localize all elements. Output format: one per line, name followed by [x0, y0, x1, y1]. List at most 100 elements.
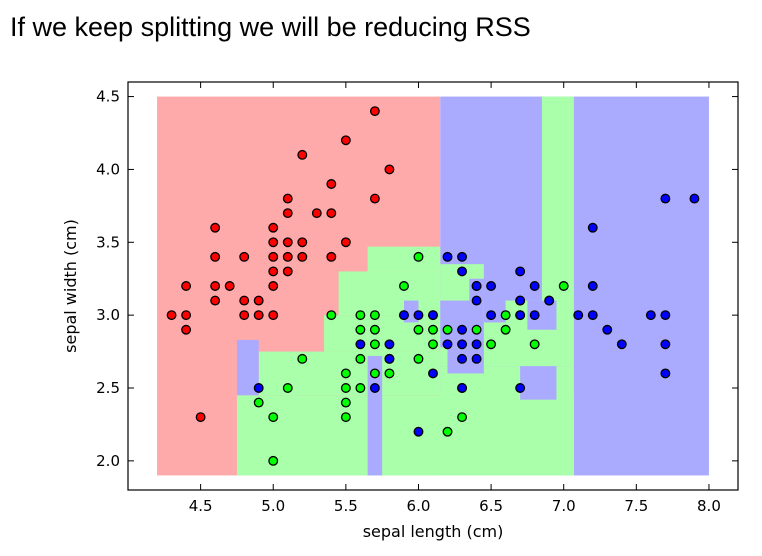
point-blue-1: [355, 339, 366, 350]
point-blue-6: [413, 426, 424, 437]
x-tick-label-2: 5.5: [334, 497, 358, 515]
point-red-22: [282, 251, 293, 262]
point-green-11: [355, 353, 366, 364]
point-blue-25: [515, 310, 526, 321]
region-green-5: [338, 271, 441, 316]
point-green-34: [486, 339, 497, 350]
point-green-36: [500, 310, 511, 321]
x-tick-label-5: 7.0: [552, 497, 576, 515]
point-red-17: [268, 266, 279, 277]
x-tick-label-3: 6.0: [407, 497, 431, 515]
point-blue-11: [442, 251, 453, 262]
point-blue-8: [428, 368, 438, 379]
point-red-26: [297, 251, 308, 262]
y-tick-label-3: 3.5: [96, 233, 120, 251]
y-tick-label-4: 4.0: [96, 160, 120, 178]
point-green-13: [355, 310, 366, 321]
point-red-4: [195, 412, 206, 423]
point-green-2: [268, 412, 279, 423]
point-green-23: [413, 324, 424, 335]
point-blue-9: [428, 310, 438, 321]
point-green-8: [340, 383, 351, 393]
point-blue-12: [457, 383, 467, 393]
point-blue-34: [587, 222, 598, 233]
point-green-35: [500, 324, 511, 335]
y-tick-label-0: 2.0: [96, 452, 120, 470]
point-green-12: [355, 324, 366, 335]
point-green-21: [399, 281, 409, 291]
point-green-5: [326, 310, 337, 321]
point-blue-40: [660, 310, 671, 321]
y-axis-label: sepal width (cm): [61, 219, 80, 353]
point-blue-39: [660, 339, 671, 350]
point-blue-26: [515, 295, 526, 306]
point-red-13: [253, 310, 264, 321]
point-blue-22: [486, 310, 497, 321]
x-axis-ticks: 4.5 5.0 5.5 6.0 6.5 7.0 7.5 8.0: [189, 82, 721, 515]
point-blue-27: [515, 266, 526, 277]
point-green-9: [340, 368, 351, 379]
point-blue-36: [616, 339, 627, 350]
point-green-16: [369, 324, 380, 335]
point-green-14: [369, 368, 380, 379]
point-blue-24: [515, 383, 526, 393]
point-blue-38: [660, 368, 671, 379]
point-red-2: [181, 310, 192, 321]
decision-regions: [157, 96, 709, 476]
point-red-37: [384, 164, 395, 175]
point-blue-21: [471, 281, 482, 291]
point-blue-13: [457, 353, 467, 364]
point-red-24: [282, 208, 293, 219]
point-green-17: [369, 310, 380, 321]
point-green-30: [457, 412, 467, 423]
point-red-1: [181, 324, 192, 335]
point-blue-18: [471, 353, 482, 364]
point-blue-31: [573, 310, 584, 321]
point-blue-20: [471, 295, 482, 306]
point-blue-19: [471, 339, 482, 350]
point-red-34: [340, 135, 351, 146]
y-tick-label-1: 2.5: [96, 379, 120, 397]
point-blue-10: [442, 339, 453, 350]
point-red-36: [369, 106, 380, 117]
point-green-25: [428, 339, 438, 350]
point-green-26: [428, 324, 438, 335]
point-red-32: [326, 179, 337, 189]
point-blue-23: [486, 281, 497, 291]
point-blue-0: [253, 383, 264, 393]
x-tick-label-6: 7.5: [624, 497, 648, 515]
point-green-41: [558, 281, 569, 291]
point-blue-32: [587, 310, 598, 321]
point-blue-14: [457, 339, 467, 350]
region-blue-19: [520, 366, 557, 400]
point-green-4: [297, 353, 308, 364]
point-blue-42: [689, 193, 700, 204]
point-red-28: [297, 149, 308, 160]
point-green-6: [340, 412, 351, 423]
point-red-15: [268, 310, 279, 321]
point-green-7: [340, 397, 351, 408]
point-red-10: [239, 310, 250, 321]
point-red-35: [369, 193, 380, 204]
point-blue-30: [544, 295, 555, 306]
point-red-27: [297, 237, 308, 248]
x-tick-label-1: 5.0: [261, 497, 285, 515]
point-blue-29: [529, 281, 540, 291]
point-blue-15: [457, 324, 467, 335]
axes-frame: [127, 81, 739, 491]
x-tick-label-4: 6.5: [479, 497, 503, 515]
point-red-12: [239, 251, 250, 262]
y-axis-ticks: 2.0 2.5 3.0 3.5 4.0 4.5: [96, 88, 738, 470]
point-red-9: [224, 281, 235, 291]
point-green-0: [253, 397, 264, 408]
point-green-10: [355, 383, 366, 393]
point-blue-5: [399, 310, 409, 321]
point-red-16: [268, 281, 279, 291]
point-green-39: [529, 339, 540, 350]
slide-title: If we keep splitting we will be reducing…: [10, 12, 531, 42]
point-red-23: [282, 237, 293, 248]
data-points: [166, 106, 700, 466]
x-tick-label-7: 8.0: [697, 497, 721, 515]
point-blue-4: [384, 339, 395, 350]
